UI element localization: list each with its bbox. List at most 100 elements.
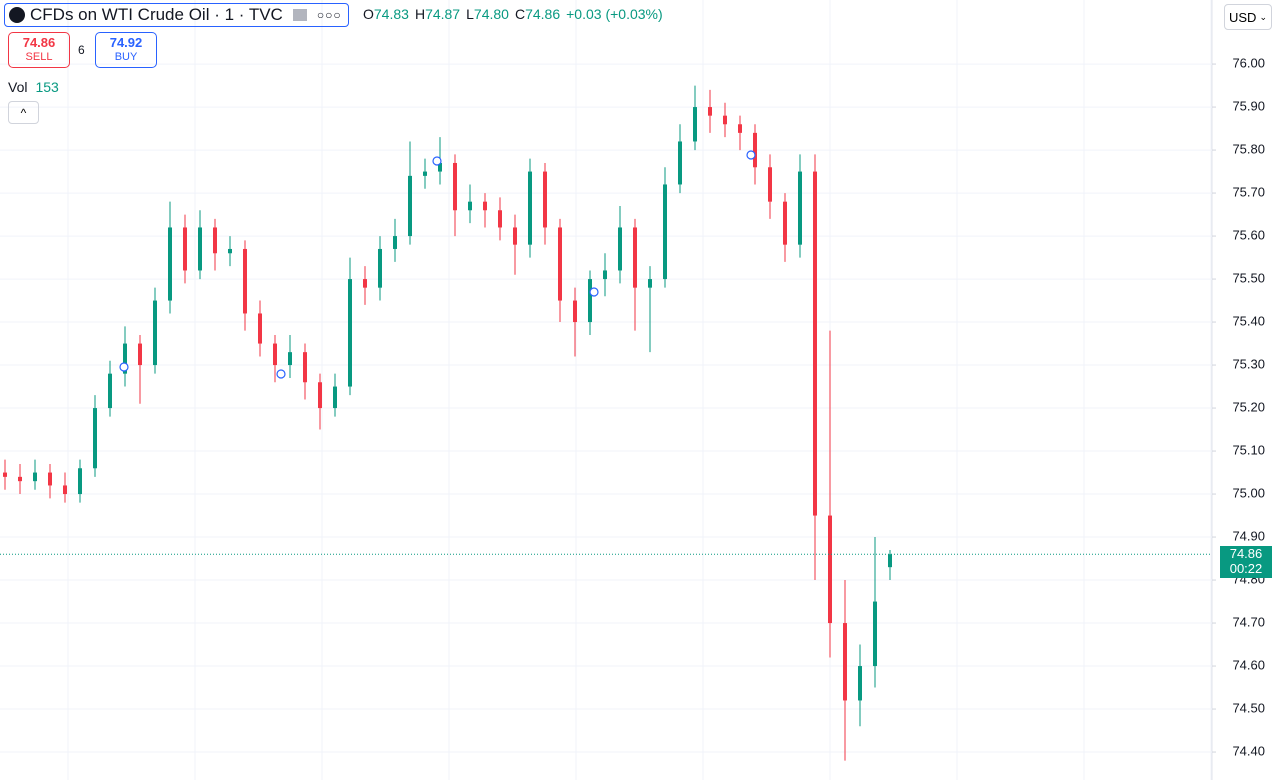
y-tick-label: 74.70 xyxy=(1232,614,1265,629)
ohlc-value: 74.83 xyxy=(373,6,409,22)
event-marker[interactable] xyxy=(276,369,286,379)
candle-body xyxy=(333,386,337,409)
candle-body xyxy=(63,485,67,495)
y-tick-label: 74.40 xyxy=(1232,743,1265,758)
ohlc-letter: L xyxy=(466,6,474,22)
candle-body xyxy=(513,227,517,245)
candle-body xyxy=(228,248,232,254)
candle-body xyxy=(138,343,142,366)
flag-icon[interactable] xyxy=(292,9,307,21)
y-tick-label: 74.60 xyxy=(1232,657,1265,672)
y-tick-label: 76.00 xyxy=(1232,56,1265,71)
buy-label: BUY xyxy=(114,51,138,63)
y-tick-label: 75.50 xyxy=(1232,271,1265,286)
candle-body xyxy=(828,515,832,624)
candle-body xyxy=(873,601,877,667)
collapse-button[interactable]: ^ xyxy=(8,101,39,124)
sell-price: 74.86 xyxy=(22,35,56,50)
countdown: 00:22 xyxy=(1229,561,1263,577)
candle-body xyxy=(708,107,712,116)
volume-label: Vol xyxy=(8,79,28,95)
volume-legend: Vol 153 xyxy=(8,79,59,95)
volume-value: 153 xyxy=(35,79,59,95)
symbol-title: CFDs on WTI Crude Oil · 1 · TVC xyxy=(30,5,283,24)
candle-body xyxy=(648,279,652,288)
candle-body xyxy=(273,343,277,366)
candle-body xyxy=(858,666,862,701)
candle-body xyxy=(738,124,742,133)
event-marker[interactable] xyxy=(432,156,442,166)
candle-body xyxy=(108,373,112,409)
candle-body xyxy=(33,472,37,482)
y-tick-label: 75.00 xyxy=(1232,485,1265,500)
candle-body xyxy=(618,227,622,271)
symbol-icon xyxy=(9,7,25,23)
buy-button[interactable]: 74.92 BUY xyxy=(95,32,157,68)
y-tick-label: 75.30 xyxy=(1232,356,1265,371)
ohlc-value: 74.86 xyxy=(525,6,561,22)
ohlc-letter: O xyxy=(363,6,374,22)
candle-body xyxy=(753,132,757,168)
candle-body xyxy=(438,162,442,172)
y-tick-label: 75.80 xyxy=(1232,142,1265,157)
y-tick-label: 75.90 xyxy=(1232,99,1265,114)
candle-body xyxy=(378,248,382,288)
sell-label: SELL xyxy=(25,51,53,63)
candle-body xyxy=(48,472,52,486)
candle-body xyxy=(843,623,847,701)
candle-body xyxy=(93,408,97,469)
candle-body xyxy=(213,227,217,254)
y-tick-label: 75.40 xyxy=(1232,313,1265,328)
y-tick-label: 75.10 xyxy=(1232,442,1265,457)
candle-body xyxy=(288,352,292,366)
candle-body xyxy=(123,343,127,374)
ohlc-letter: H xyxy=(414,6,426,22)
buy-price: 74.92 xyxy=(109,35,143,50)
candle-body xyxy=(168,227,172,301)
event-marker[interactable] xyxy=(119,362,129,372)
candle-body xyxy=(603,270,607,280)
ohlc-letter: C xyxy=(514,6,526,22)
candle-body xyxy=(693,107,697,142)
last-price-tag: 74.86 00:22 xyxy=(1220,546,1272,579)
candle-body xyxy=(633,227,637,288)
event-marker[interactable] xyxy=(746,150,756,160)
candle-body xyxy=(888,554,892,568)
candle-body xyxy=(423,171,427,176)
candle-body xyxy=(453,162,457,211)
candle-body xyxy=(183,227,187,271)
more-icon[interactable]: ○○○ xyxy=(316,8,342,22)
change: +0.03 (+0.03%) xyxy=(566,6,663,22)
ohlc-value: 74.87 xyxy=(425,6,461,22)
y-tick-label: 75.20 xyxy=(1232,399,1265,414)
candle-body xyxy=(558,227,562,301)
spread: 6 xyxy=(78,43,85,57)
candle-body xyxy=(588,279,592,323)
candle-body xyxy=(303,352,307,383)
candle-body xyxy=(813,171,817,516)
currency: USD xyxy=(1229,9,1257,25)
candle-body xyxy=(318,382,322,409)
candle-body xyxy=(198,227,202,271)
candle-body xyxy=(528,171,532,245)
candle-body xyxy=(243,248,247,314)
candle-body xyxy=(723,115,727,125)
last-price: 74.86 xyxy=(1229,546,1263,562)
candle-body xyxy=(768,167,772,202)
y-tick-label: 74.90 xyxy=(1232,528,1265,543)
candle-body xyxy=(393,236,397,249)
candle-body xyxy=(798,171,802,245)
candle-body xyxy=(483,201,487,211)
y-tick-label: 75.60 xyxy=(1232,228,1265,243)
candle-body xyxy=(408,175,412,237)
candle-body xyxy=(573,300,577,323)
ohlc-legend: O 74.83 H 74.87 L 74.80 C 74.86 +0.03 (+0.03%) xyxy=(363,6,669,22)
symbol-button[interactable]: CFDs on WTI Crude Oil · 1 · TVC ○○○ xyxy=(4,3,349,27)
candle-body xyxy=(258,313,262,344)
event-marker[interactable] xyxy=(589,287,599,297)
sell-button[interactable]: 74.86 SELL xyxy=(8,32,70,68)
candle-body xyxy=(153,300,157,366)
currency-button[interactable]: USD ⌄ xyxy=(1224,4,1272,30)
candle-body xyxy=(783,201,787,245)
